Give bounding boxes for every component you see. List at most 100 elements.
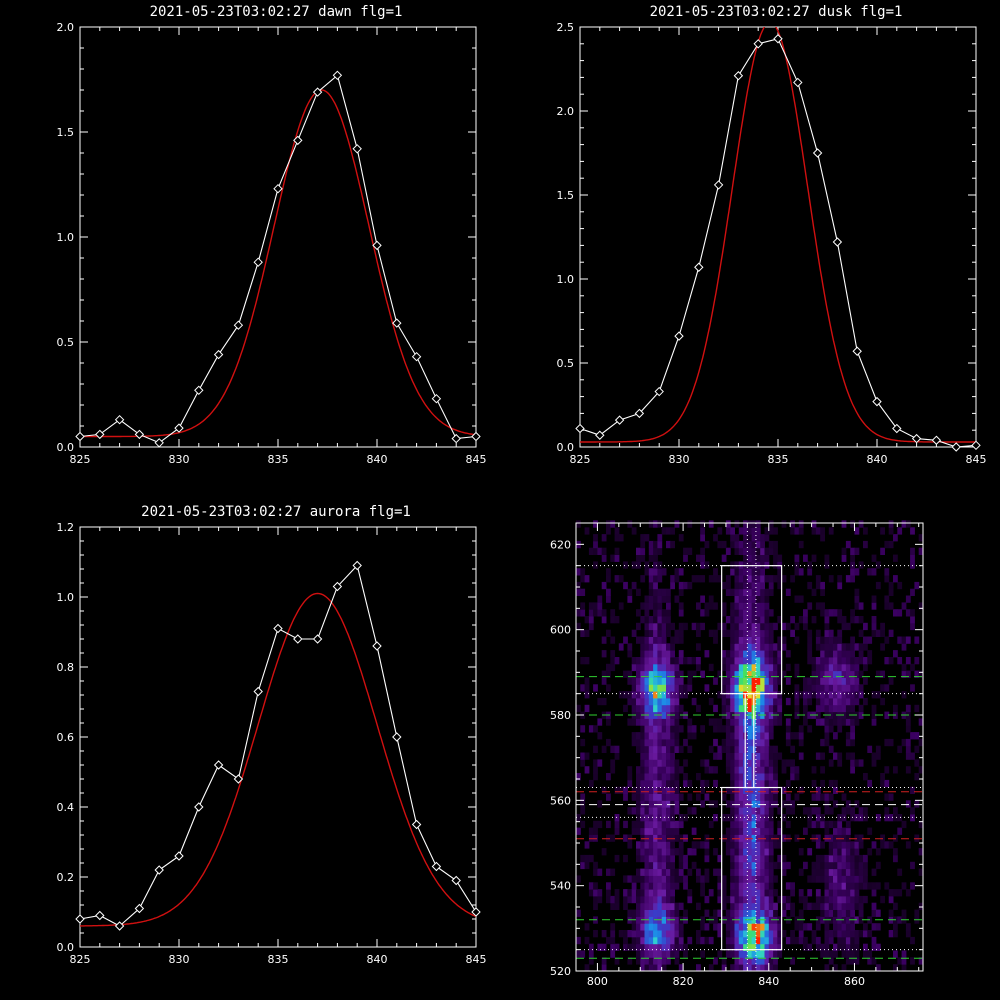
heatmap-cell (807, 636, 813, 644)
heatmap-cell (678, 745, 684, 753)
heatmap-cell (576, 581, 581, 590)
heatmap-cell (751, 807, 757, 815)
heatmap-cell (790, 807, 795, 815)
heatmap-cell (824, 909, 830, 917)
heatmap-cell (837, 670, 843, 678)
heatmap-cell (678, 581, 684, 590)
heatmap-cell (661, 677, 667, 685)
heatmap-cell (691, 670, 697, 678)
heatmap-cell (755, 527, 761, 535)
heatmap-cell (888, 527, 894, 535)
heatmap-cell (666, 738, 671, 747)
heatmap-cell (738, 636, 744, 644)
heatmap-cell (584, 575, 590, 583)
heatmap-cell (631, 697, 637, 706)
heatmap-cell (648, 588, 654, 596)
heatmap-cell (760, 807, 765, 815)
heatmap-cell (837, 575, 843, 583)
heatmap-cell (743, 629, 748, 637)
heatmap-cell (807, 923, 813, 931)
heatmap-cell (661, 752, 667, 760)
heatmap-cell (644, 779, 650, 788)
heatmap-cell (623, 820, 628, 829)
heatmap-cell (751, 595, 757, 603)
heatmap-cell (606, 520, 611, 528)
heatmap-cell (738, 677, 744, 685)
y-tick-label: 0.5 (557, 357, 575, 370)
heatmap-cell (713, 704, 718, 713)
heatmap-cell (743, 814, 748, 822)
heatmap-cell (798, 568, 804, 576)
heatmap-cell (764, 684, 770, 692)
heatmap-cell (773, 643, 778, 651)
observed-point (95, 910, 105, 921)
heatmap-cell (768, 779, 774, 788)
heatmap-cell (781, 930, 787, 938)
heatmap-cell (597, 800, 603, 808)
heatmap-cell (636, 691, 641, 699)
heatmap-cell (888, 581, 894, 590)
observed-point (213, 760, 224, 770)
heatmap-cell (636, 868, 641, 876)
heatmap-cell (666, 691, 671, 699)
heatmap-cell (610, 520, 616, 528)
heatmap-cell (704, 609, 710, 617)
heatmap-cell (815, 902, 821, 910)
heatmap-cell (863, 943, 868, 951)
heatmap-cell (576, 909, 581, 917)
heatmap-cell (824, 718, 830, 726)
heatmap-cell (743, 902, 748, 910)
heatmap-cell (661, 875, 667, 883)
heatmap-cell (790, 889, 795, 897)
heatmap-cell (747, 854, 753, 863)
heatmap-cell (700, 786, 705, 794)
heatmap-cell (674, 834, 680, 842)
heatmap-cell (768, 786, 774, 794)
heatmap-cell (743, 854, 748, 863)
heatmap-cell (653, 629, 658, 637)
heatmap-cell (743, 827, 748, 835)
heatmap-cell (790, 909, 795, 917)
heatmap-cell (854, 943, 860, 951)
heatmap-cell (850, 957, 855, 965)
heatmap-cell (661, 889, 667, 897)
heatmap-cell (580, 657, 586, 665)
heatmap-cell (657, 745, 663, 753)
heatmap-cell (790, 800, 795, 808)
heatmap-cell (798, 595, 804, 603)
heatmap-cell (700, 936, 705, 945)
heatmap-cell (811, 807, 817, 815)
y-tick-label: 0.0 (57, 941, 75, 954)
heatmap-cell (593, 609, 598, 617)
heatmap-cell (858, 691, 864, 699)
heatmap-cell (807, 684, 813, 692)
heatmap-cell (803, 923, 808, 931)
heatmap-cell (644, 875, 650, 883)
heatmap-cell (666, 616, 671, 624)
heatmap-cell (760, 691, 765, 699)
observed-point (654, 386, 664, 397)
heatmap-cell (734, 718, 740, 726)
heatmap-cell (794, 936, 800, 945)
heatmap-cell (837, 697, 843, 706)
heatmap-cell (871, 718, 877, 726)
heatmap-cell (666, 902, 671, 910)
heatmap-cell (743, 677, 748, 685)
heatmap-cell (781, 759, 787, 767)
heatmap-cell (785, 725, 791, 733)
y-tick-label: 1.2 (57, 521, 75, 534)
heatmap-cell (725, 725, 731, 733)
heatmap-cell (755, 704, 761, 713)
heatmap-cell (807, 725, 813, 733)
heatmap-cell (610, 663, 616, 672)
heatmap-cell (815, 691, 821, 699)
heatmap-cell (648, 820, 654, 829)
heatmap-cell (867, 745, 873, 753)
heatmap-cell (700, 520, 705, 528)
heatmap-cell (828, 677, 834, 685)
heatmap-cell (661, 732, 667, 740)
heatmap-cell (845, 657, 851, 665)
heatmap-cell (914, 670, 920, 678)
heatmap-cell (678, 861, 684, 870)
heatmap-cell (764, 943, 770, 951)
